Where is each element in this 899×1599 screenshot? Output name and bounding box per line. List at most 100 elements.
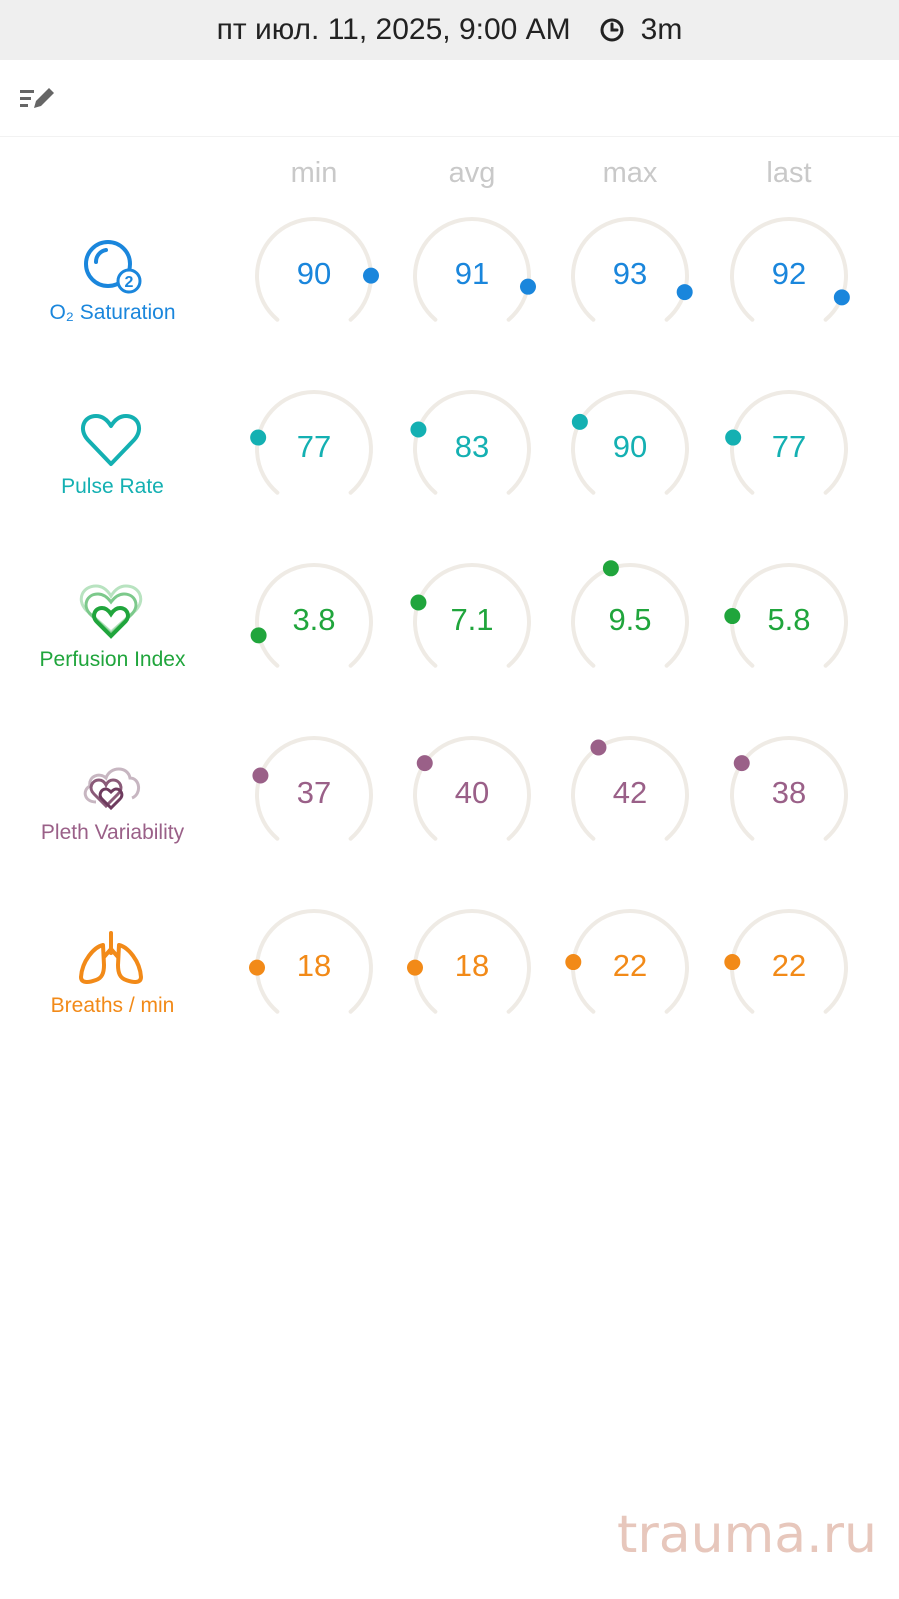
gauge-indicator-dot — [724, 954, 741, 971]
gauge-value: 40 — [454, 775, 490, 810]
gauge-arc — [730, 217, 850, 322]
gauge-value: 38 — [771, 775, 807, 810]
gauge-value: 3.8 — [292, 602, 336, 637]
gauge-value: 5.8 — [767, 602, 811, 637]
gauge-track — [571, 563, 689, 668]
gauge-pleth-variability-max[interactable]: 42 — [565, 733, 695, 853]
gauge-arc — [571, 390, 689, 495]
gauge-arc — [410, 563, 531, 668]
column-header-avg: avg — [448, 157, 496, 189]
svg-text:2: 2 — [125, 274, 134, 291]
gauge-breaths-per-min-last[interactable]: 22 — [724, 906, 854, 1026]
gauge-pulse-rate-avg[interactable]: 83 — [407, 387, 537, 507]
gauge-value: 42 — [612, 775, 648, 810]
gauge-value: 77 — [296, 429, 332, 464]
gauge-arc — [255, 217, 379, 322]
gauge-value: 90 — [612, 429, 648, 464]
gauge-track — [413, 390, 531, 495]
session-datetime: пт июл. 11, 2025, 9:00 AM — [216, 13, 571, 46]
gauge-indicator-dot — [571, 413, 588, 430]
gauge-value: 9.5 — [608, 602, 652, 637]
gauge-pulse-rate-last[interactable]: 77 — [724, 387, 854, 507]
gauge-value: 22 — [612, 948, 648, 983]
gauge-perfusion-index-avg[interactable]: 7.1 — [407, 560, 537, 680]
gauge-value: 18 — [296, 948, 332, 983]
gauge-track — [413, 563, 531, 668]
edit-list-icon[interactable] — [18, 82, 56, 116]
layered-heart-icon — [79, 584, 143, 639]
watermark: trauma.ru — [617, 1505, 877, 1565]
hearts-cloud-icon — [83, 767, 140, 811]
row-label-perfusion-index: Perfusion Index — [39, 648, 186, 671]
gauge-indicator-dot — [362, 267, 379, 284]
gauge-value: 83 — [454, 429, 490, 464]
gauge-indicator-dot — [733, 755, 750, 772]
column-header-last: last — [766, 157, 812, 189]
gauge-perfusion-index-last[interactable]: 5.8 — [724, 560, 854, 680]
gauge-value: 7.1 — [450, 602, 494, 637]
gauge-pleth-variability-last[interactable]: 38 — [724, 733, 854, 853]
heart-icon — [80, 414, 142, 466]
gauge-track — [730, 909, 848, 1014]
clock-icon — [600, 18, 624, 42]
gauge-o2-saturation-last[interactable]: 92 — [724, 214, 854, 334]
gauge-track — [730, 736, 848, 841]
gauge-pulse-rate-min[interactable]: 77 — [249, 387, 379, 507]
gauge-arc — [413, 217, 536, 322]
gauge-indicator-dot — [565, 954, 582, 971]
row-label-breaths-per-min: Breaths / min — [50, 994, 175, 1017]
gauge-breaths-per-min-min[interactable]: 18 — [249, 906, 379, 1026]
gauge-arc — [724, 909, 848, 1014]
gauge-o2-saturation-avg[interactable]: 91 — [407, 214, 537, 334]
gauge-indicator-dot — [724, 608, 741, 625]
gauge-arc — [250, 390, 373, 495]
gauge-arc — [413, 736, 531, 841]
gauge-indicator-dot — [249, 959, 266, 976]
gauge-indicator-dot — [833, 289, 850, 306]
row-label-o2-saturation: O₂ Saturation — [49, 301, 176, 324]
gauge-breaths-per-min-avg[interactable]: 18 — [407, 906, 537, 1026]
gauge-indicator-dot — [590, 739, 607, 756]
gauge-indicator-dot — [725, 429, 742, 446]
gauge-arc — [571, 560, 689, 668]
gauge-indicator-dot — [410, 421, 427, 438]
gauge-breaths-per-min-max[interactable]: 22 — [565, 906, 695, 1026]
gauge-pleth-variability-avg[interactable]: 40 — [407, 733, 537, 853]
gauge-pulse-rate-max[interactable]: 90 — [565, 387, 695, 507]
gauge-value: 92 — [771, 256, 807, 291]
gauge-track — [730, 563, 848, 668]
gauge-perfusion-index-min[interactable]: 3.8 — [249, 560, 379, 680]
gauge-arc — [565, 909, 689, 1014]
gauge-track — [571, 909, 689, 1014]
gauge-indicator-dot — [410, 594, 427, 611]
gauge-arc — [725, 390, 848, 495]
gauge-value: 90 — [296, 256, 332, 291]
gauge-value: 91 — [454, 256, 490, 291]
row-label-pulse-rate: Pulse Rate — [61, 475, 164, 498]
gauge-track — [571, 736, 689, 841]
o2-icon: 2 — [84, 240, 142, 294]
gauge-o2-saturation-max[interactable]: 93 — [565, 214, 695, 334]
column-header-min: min — [290, 157, 338, 189]
gauge-indicator-dot — [519, 278, 536, 295]
gauge-track — [255, 390, 373, 495]
gauge-indicator-dot — [252, 767, 269, 784]
gauge-arc — [252, 736, 373, 841]
gauge-indicator-dot — [250, 429, 267, 446]
gauge-track — [413, 736, 531, 841]
lungs-icon — [79, 931, 143, 984]
gauge-arc — [571, 736, 689, 841]
gauge-value: 93 — [612, 256, 648, 291]
column-header-max: max — [602, 157, 658, 189]
gauge-track — [255, 736, 373, 841]
gauge-arc — [250, 563, 373, 668]
gauge-arc — [571, 217, 693, 322]
gauge-pleth-variability-min[interactable]: 37 — [249, 733, 379, 853]
gauge-value: 37 — [296, 775, 332, 810]
gauge-arc — [249, 909, 373, 1014]
gauge-indicator-dot — [416, 755, 433, 772]
gauge-track — [571, 390, 689, 495]
gauge-o2-saturation-min[interactable]: 90 — [249, 214, 379, 334]
gauge-perfusion-index-max[interactable]: 9.5 — [565, 560, 695, 680]
gauge-track — [730, 390, 848, 495]
